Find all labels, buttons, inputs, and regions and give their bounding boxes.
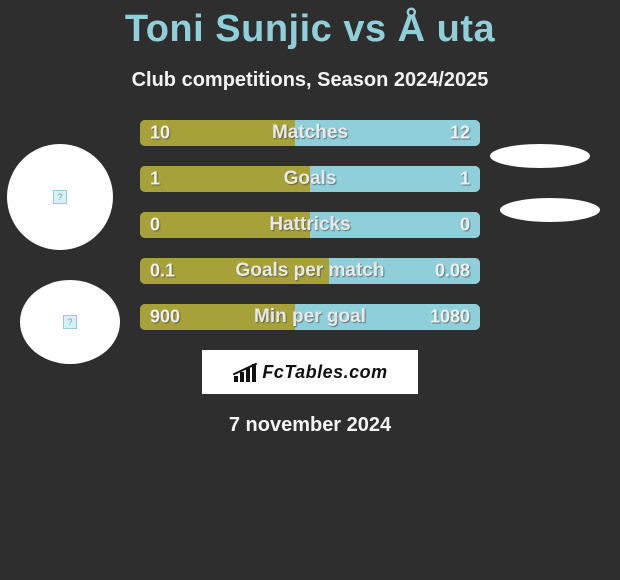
stat-row: Matches 10 12	[140, 120, 480, 146]
stat-row: Min per goal 900 1080	[140, 304, 480, 330]
stat-value-left: 10	[150, 123, 170, 144]
comparison-content: ? ? Matches 10 12 Goals 1 1 Hattricks 0 0 Goals p…	[0, 120, 620, 437]
player2-marker-1	[490, 144, 590, 168]
stat-value-right: 1	[460, 169, 470, 190]
stat-value-left: 900	[150, 307, 180, 328]
stat-value-left: 0	[150, 215, 160, 236]
stat-value-right: 12	[450, 123, 470, 144]
stat-bars: Matches 10 12 Goals 1 1 Hattricks 0 0 Goals per m…	[140, 120, 480, 330]
stat-label: Matches	[272, 122, 348, 144]
brand-logo-icon	[232, 362, 258, 382]
stat-row: Goals per match 0.1 0.08	[140, 258, 480, 284]
stat-label: Min per goal	[254, 306, 366, 328]
stat-row: Hattricks 0 0	[140, 212, 480, 238]
placeholder-icon: ?	[53, 190, 67, 204]
brand-box: FcTables.com	[202, 350, 418, 394]
stat-label: Goals	[284, 168, 337, 190]
page-title: Toni Sunjic vs Å uta	[0, 0, 620, 51]
brand-text: FcTables.com	[262, 362, 387, 383]
stat-value-left: 0.1	[150, 261, 175, 282]
page-subtitle: Club competitions, Season 2024/2025	[0, 69, 620, 92]
player2-marker-2	[500, 198, 600, 222]
stat-label: Hattricks	[269, 214, 350, 236]
stat-value-left: 1	[150, 169, 160, 190]
player1-avatar-large: ?	[7, 144, 113, 250]
stat-value-right: 0	[460, 215, 470, 236]
stat-value-right: 0.08	[435, 261, 470, 282]
stat-label: Goals per match	[236, 260, 385, 282]
player1-avatar-small: ?	[20, 280, 120, 364]
stat-row: Goals 1 1	[140, 166, 480, 192]
date-label: 7 november 2024	[0, 414, 620, 437]
placeholder-icon: ?	[63, 315, 77, 329]
stat-value-right: 1080	[430, 307, 470, 328]
